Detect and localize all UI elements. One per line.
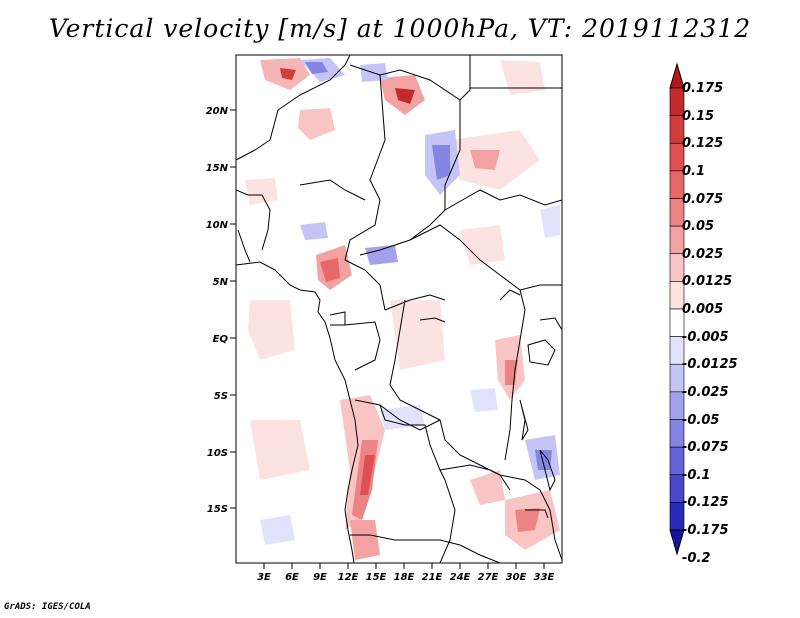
lon-label-18e: 18E	[394, 572, 415, 583]
colorbar-label: 0.0125	[682, 274, 733, 290]
colorbar-label: -0.0125	[682, 357, 738, 373]
lat-label-5n: 5N	[213, 277, 229, 288]
velocity-field	[236, 55, 562, 563]
colorbar-label: 0.05	[682, 219, 715, 235]
colorbar-label: 0.175	[682, 81, 724, 96]
colorbar	[669, 62, 685, 556]
country-borders	[236, 55, 562, 563]
lon-label-15e: 15E	[366, 572, 387, 583]
lon-label-27e: 27E	[478, 572, 499, 583]
lat-labels: 20N 15N 10N 5N EQ 5S 10S 15S	[206, 106, 229, 515]
lon-label-21e: 21E	[422, 572, 443, 583]
lon-label-9e: 9E	[313, 572, 327, 583]
lon-label-24e: 24E	[450, 572, 471, 583]
colorbar-label: -0.05	[682, 412, 720, 428]
colorbar-label: 0.005	[682, 302, 724, 317]
lon-labels: 3E 6E 9E 12E 15E 18E 21E 24E 27E 30E 33E	[257, 572, 554, 583]
lat-label-10n: 10N	[206, 220, 229, 231]
lat-label-5s: 5S	[214, 391, 228, 402]
colorbar-label: -0.2	[682, 550, 711, 566]
colorbar-label: 0.15	[682, 108, 715, 124]
colorbar-label: -0.075	[682, 440, 729, 456]
grads-credit: GrADS: IGES/COLA	[4, 602, 91, 612]
lon-label-12e: 12E	[338, 572, 359, 583]
colorbar-label: -0.025	[682, 384, 729, 400]
lat-label-20n: 20N	[206, 106, 229, 117]
colorbar-label: -0.175	[682, 523, 729, 538]
colorbar-label: 0.075	[682, 191, 724, 207]
colorbar-min-arrow	[669, 529, 685, 556]
lat-ticks	[230, 109, 236, 509]
lon-ticks	[263, 563, 545, 569]
colorbar-label: -0.125	[682, 495, 729, 511]
lon-label-3e: 3E	[257, 572, 271, 583]
lat-label-15s: 15S	[207, 504, 228, 515]
map-title: Vertical velocity [m/s] at 1000hPa, VT: …	[48, 14, 752, 43]
lon-label-6e: 6E	[285, 572, 299, 583]
colorbar-label: -0.005	[682, 329, 729, 345]
map-frame	[235, 54, 563, 564]
colorbar-label: 0.1	[682, 163, 706, 179]
lat-label-10s: 10S	[207, 448, 228, 459]
lon-label-30e: 30E	[506, 572, 527, 583]
lon-label-33e: 33E	[534, 572, 555, 583]
lat-label-eq: EQ	[213, 334, 229, 345]
lat-label-15n: 15N	[206, 163, 229, 174]
colorbar-label: 0.025	[682, 246, 724, 262]
colorbar-label: -0.1	[682, 467, 711, 483]
colorbar-label: 0.125	[682, 136, 724, 152]
